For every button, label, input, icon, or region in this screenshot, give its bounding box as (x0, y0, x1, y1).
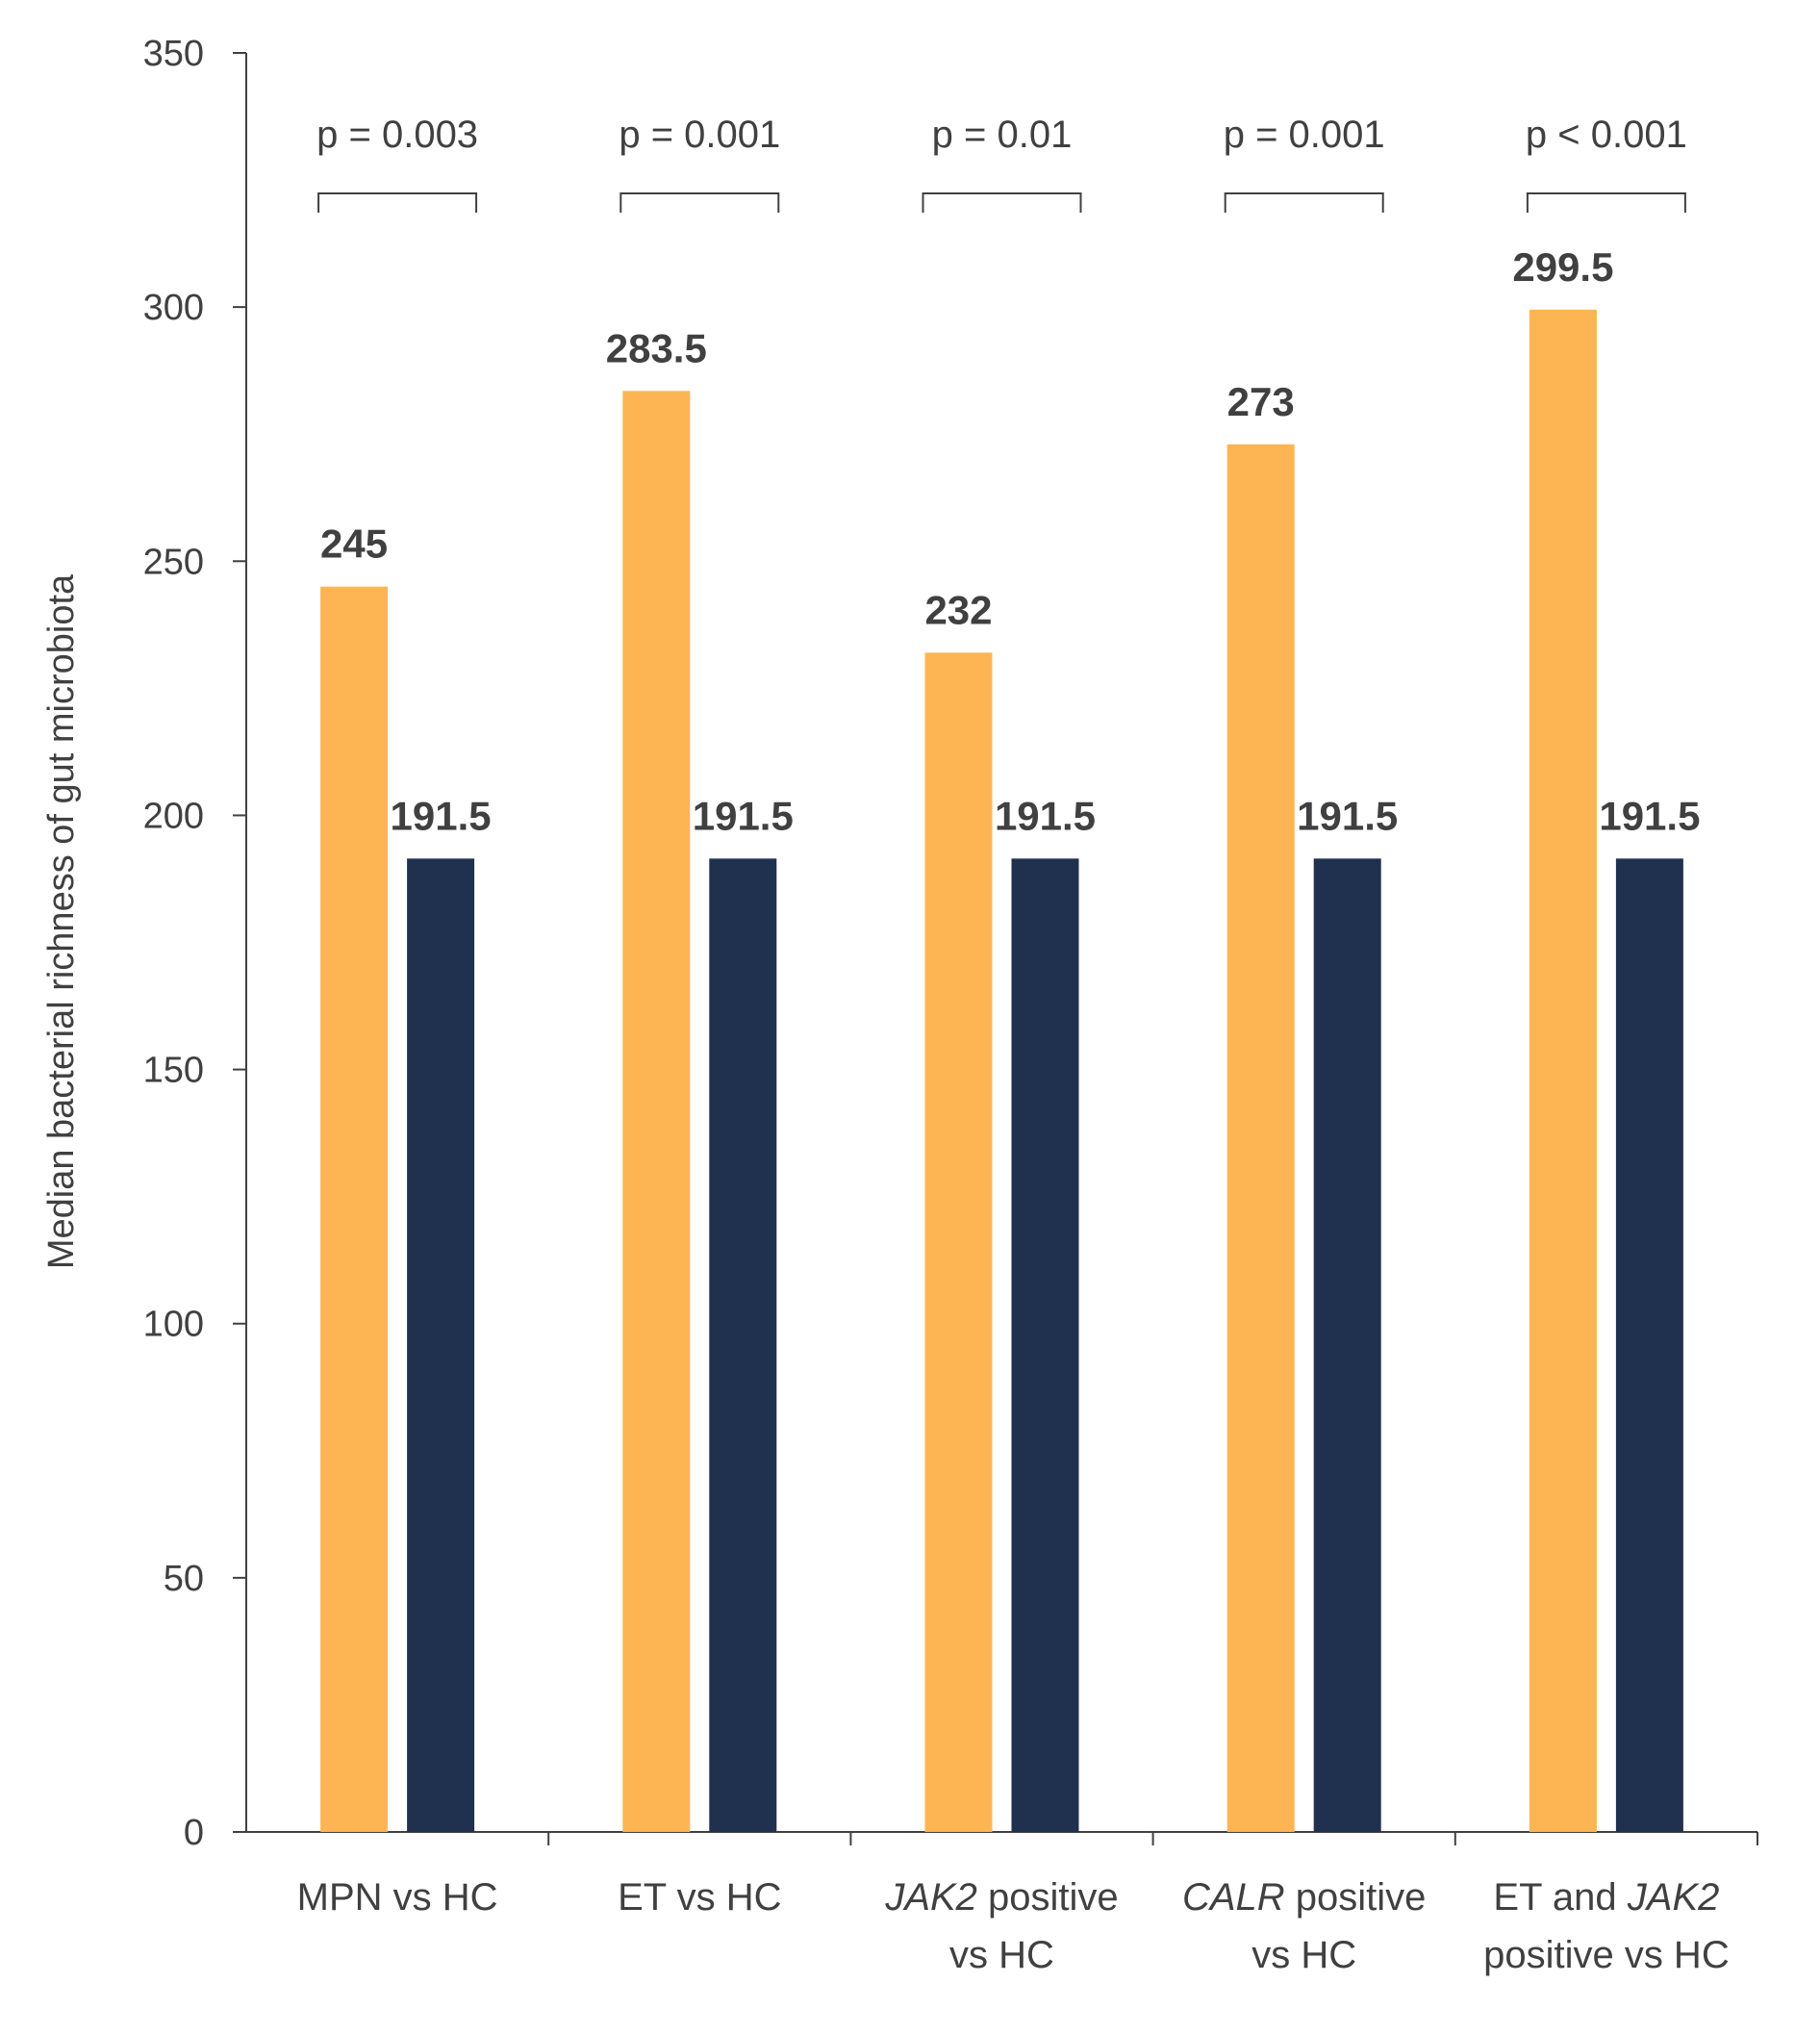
bar-series1-cat2 (622, 391, 691, 1832)
y-tick-label: 350 (143, 34, 204, 74)
bar-series1-cat4 (1226, 444, 1295, 1832)
category-label-italic-segment: JAK2 (884, 1876, 977, 1919)
category-label-segment: ET and (1493, 1876, 1627, 1919)
category-label-segment: positive (977, 1876, 1119, 1919)
y-tick-label: 0 (184, 1813, 204, 1853)
category-label-line: positive vs HC (1483, 1934, 1730, 1976)
bar-series1-cat5 (1529, 309, 1597, 1832)
y-axis-title: Median bacterial richness of gut microbi… (41, 573, 82, 1269)
category-label-italic-segment: CALR (1182, 1876, 1285, 1919)
category-label-segment: vs HC (949, 1934, 1054, 1976)
data-label-series2-cat4: 191.5 (1297, 793, 1398, 838)
data-label-series1-cat5: 299.5 (1512, 244, 1613, 290)
category-label-line: vs HC (1251, 1934, 1356, 1976)
category-label-segment: positive (1285, 1876, 1427, 1919)
data-label-series2-cat2: 191.5 (693, 793, 794, 838)
p-value-annotations: p = 0.003 p = 0.001 p = 0.01 p = 0.001 p < 0… (316, 114, 1687, 213)
p-value-bracket (1224, 192, 1384, 213)
bar-series2-cat1 (407, 858, 475, 1832)
category-label-line: ET vs HC (618, 1876, 781, 1919)
data-label-series1-cat1: 245 (320, 521, 388, 567)
p-value-label: p = 0.001 (619, 114, 780, 156)
data-label-series1-cat3: 232 (924, 587, 992, 632)
category-label-segment: positive vs HC (1483, 1934, 1730, 1976)
p-value-label: p = 0.003 (316, 114, 478, 156)
bars (320, 309, 1683, 1833)
y-tick-label: 250 (143, 542, 204, 582)
y-tick-label: 100 (143, 1305, 204, 1345)
y-tick-label: 50 (164, 1559, 204, 1599)
data-label-series2-cat5: 191.5 (1599, 793, 1700, 838)
p-value-bracket (317, 192, 478, 213)
p-value-bracket (1526, 192, 1686, 213)
y-tick-label: 200 (143, 796, 204, 836)
bar-series2-cat2 (709, 858, 777, 1832)
data-label-series1-cat2: 283.5 (606, 325, 707, 370)
category-label-line: JAK2 positive (884, 1876, 1118, 1919)
bar-series2-cat4 (1313, 858, 1381, 1832)
x-axis (246, 1831, 1758, 1845)
category-labels: MPN vs HC ET vs HC JAK2 positive vs HC CALR … (297, 1876, 1730, 1976)
bar-series1-cat1 (320, 586, 389, 1833)
category-label-line: vs HC (949, 1934, 1054, 1976)
category-label-line: MPN vs HC (297, 1876, 498, 1919)
category-label-italic-segment: JAK2 (1627, 1876, 1720, 1919)
bar-series1-cat3 (924, 652, 993, 1832)
data-label-series1-cat4: 273 (1227, 379, 1295, 424)
p-value-bracket (619, 192, 780, 213)
category-label-line: ET and JAK2 (1493, 1876, 1719, 1919)
category-label-segment: MPN vs HC (297, 1876, 498, 1919)
y-tick-label: 150 (143, 1051, 204, 1091)
y-axis: 0 50 100 150 200 250 300 350 (143, 34, 247, 1853)
data-label-series2-cat3: 191.5 (995, 793, 1096, 838)
category-label-segment: vs HC (1251, 1934, 1356, 1976)
y-tick-label: 300 (143, 288, 204, 328)
p-value-bracket (922, 192, 1082, 213)
data-label-series2-cat1: 191.5 (391, 793, 492, 838)
bar-series2-cat3 (1011, 858, 1079, 1832)
data-labels: 245 191.5 283.5 191.5 232 191.5 273 191.5 299.5 1… (320, 244, 1700, 839)
p-value-label: p = 0.001 (1224, 114, 1385, 156)
category-label-segment: ET vs HC (618, 1876, 781, 1919)
bar-series2-cat5 (1615, 858, 1683, 1832)
category-label-line: CALR positive (1182, 1876, 1426, 1919)
p-value-label: p = 0.01 (932, 114, 1073, 156)
p-value-label: p < 0.001 (1526, 114, 1687, 156)
